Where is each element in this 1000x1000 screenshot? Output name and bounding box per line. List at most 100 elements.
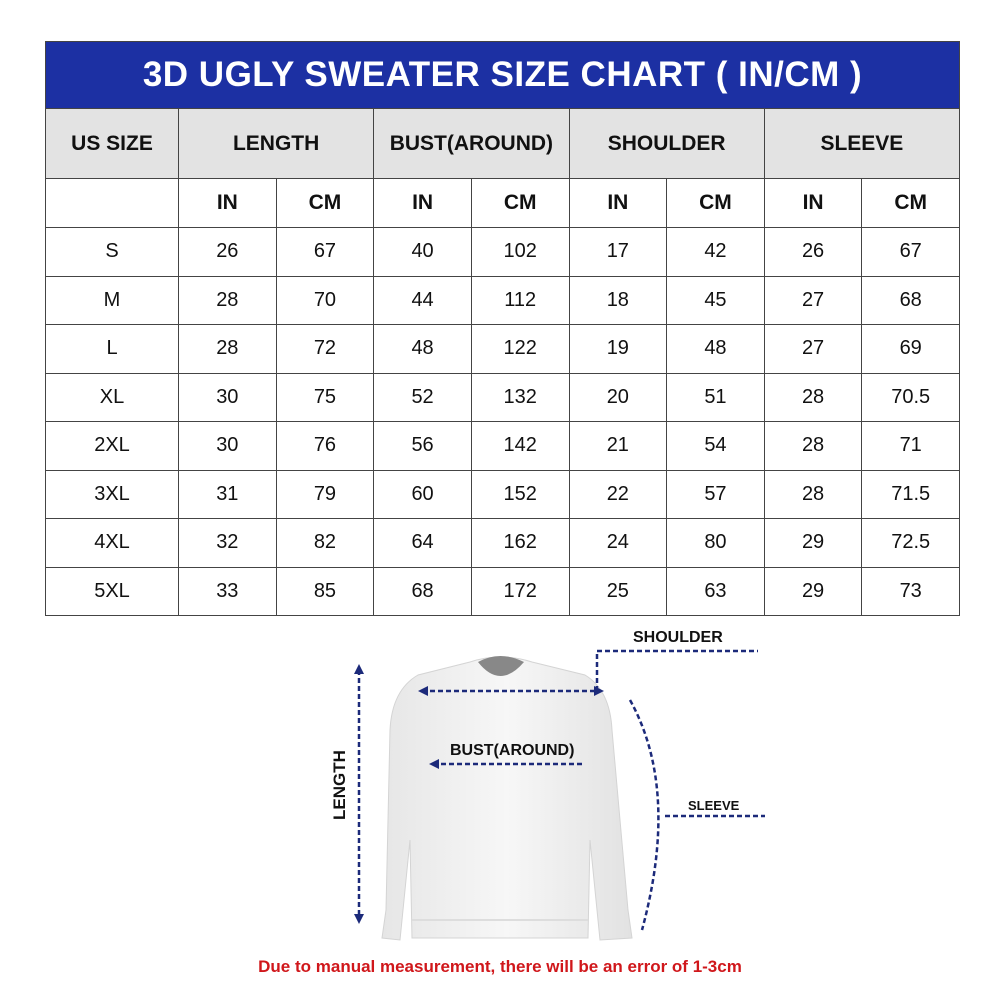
- value-cell: 54: [666, 421, 765, 471]
- value-cell: 68: [373, 566, 472, 616]
- value-cell: 48: [373, 324, 472, 374]
- table-row: XL 30 75 52 132 20 51 28 70.5: [45, 372, 960, 422]
- value-cell: 45: [666, 275, 765, 325]
- size-cell: 3XL: [45, 469, 179, 519]
- unit-cell: CM: [861, 178, 960, 228]
- value-cell: 22: [568, 469, 668, 519]
- size-cell: L: [45, 324, 179, 374]
- value-cell: 40: [373, 227, 472, 277]
- value-cell: 69: [861, 324, 960, 374]
- value-cell: 28: [763, 469, 863, 519]
- size-cell: 5XL: [45, 566, 179, 616]
- value-cell: 24: [568, 518, 668, 568]
- value-cell: 162: [470, 518, 570, 568]
- value-cell: 122: [470, 324, 570, 374]
- table-row: 5XL 33 85 68 172 25 63 29 73: [45, 566, 960, 616]
- value-cell: 76: [275, 421, 375, 471]
- value-cell: 102: [470, 227, 570, 277]
- value-cell: 30: [178, 421, 277, 471]
- shoulder-leader: [595, 649, 758, 691]
- value-cell: 28: [178, 324, 277, 374]
- sleeve-label: SLEEVE: [688, 798, 740, 813]
- value-cell: 57: [666, 469, 765, 519]
- value-cell: 80: [666, 518, 765, 568]
- value-cell: 67: [275, 227, 375, 277]
- value-cell: 79: [275, 469, 375, 519]
- value-cell: 51: [666, 372, 765, 422]
- value-cell: 132: [470, 372, 570, 422]
- value-cell: 27: [763, 275, 863, 325]
- unit-cell: CM: [470, 178, 570, 228]
- value-cell: 56: [373, 421, 472, 471]
- bust-label: BUST(AROUND): [450, 742, 575, 759]
- header-shoulder: SHOULDER: [568, 108, 765, 179]
- header-length: LENGTH: [177, 108, 375, 179]
- size-chart-table: 3D UGLY SWEATER SIZE CHART ( IN/CM ) US …: [45, 41, 961, 616]
- value-cell: 172: [470, 566, 570, 616]
- value-cell: 33: [178, 566, 277, 616]
- value-cell: 63: [666, 566, 765, 616]
- unit-cell: CM: [275, 178, 375, 228]
- sweater-diagram: SHOULDER BUST(AROUND) SLEEVE LENGTH: [0, 620, 1000, 960]
- header-bust: BUST(AROUND): [373, 108, 570, 179]
- unit-empty: [45, 178, 179, 228]
- size-cell: 4XL: [45, 518, 179, 568]
- value-cell: 48: [666, 324, 765, 374]
- value-cell: 44: [373, 275, 472, 325]
- value-cell: 142: [470, 421, 570, 471]
- size-cell: M: [45, 275, 179, 325]
- sweater-illustration: [354, 649, 765, 941]
- value-cell: 21: [568, 421, 668, 471]
- unit-cell: IN: [568, 178, 668, 228]
- value-cell: 25: [568, 566, 668, 616]
- length-label: LENGTH: [330, 750, 349, 820]
- unit-cell: IN: [178, 178, 277, 228]
- header-us-size: US SIZE: [45, 108, 179, 179]
- value-cell: 72.5: [861, 518, 960, 568]
- value-cell: 30: [178, 372, 277, 422]
- value-cell: 60: [373, 469, 472, 519]
- unit-cell: CM: [666, 178, 765, 228]
- table-row: 4XL 32 82 64 162 24 80 29 72.5: [45, 518, 960, 568]
- value-cell: 28: [763, 372, 863, 422]
- value-cell: 20: [568, 372, 668, 422]
- table-row: 2XL 30 76 56 142 21 54 28 71: [45, 421, 960, 471]
- value-cell: 19: [568, 324, 668, 374]
- header-sleeve: SLEEVE: [763, 108, 961, 179]
- value-cell: 71: [861, 421, 960, 471]
- value-cell: 28: [763, 421, 863, 471]
- size-cell: S: [45, 227, 179, 277]
- table-row: S 26 67 40 102 17 42 26 67: [45, 227, 960, 277]
- value-cell: 67: [861, 227, 960, 277]
- table-row: L 28 72 48 122 19 48 27 69: [45, 324, 960, 374]
- chart-title: 3D UGLY SWEATER SIZE CHART ( IN/CM ): [45, 41, 960, 109]
- value-cell: 32: [178, 518, 277, 568]
- table-row: 3XL 31 79 60 152 22 57 28 71.5: [45, 469, 960, 519]
- unit-cell: IN: [763, 178, 863, 228]
- unit-row: IN CM IN CM IN CM IN CM: [45, 178, 960, 228]
- value-cell: 26: [763, 227, 863, 277]
- value-cell: 71.5: [861, 469, 960, 519]
- value-cell: 112: [470, 275, 570, 325]
- value-cell: 31: [178, 469, 277, 519]
- value-cell: 18: [568, 275, 668, 325]
- measurement-note: Due to manual measurement, there will be…: [258, 957, 742, 976]
- value-cell: 68: [861, 275, 960, 325]
- value-cell: 152: [470, 469, 570, 519]
- value-cell: 64: [373, 518, 472, 568]
- value-cell: 28: [178, 275, 277, 325]
- value-cell: 72: [275, 324, 375, 374]
- value-cell: 70: [275, 275, 375, 325]
- value-cell: 26: [178, 227, 277, 277]
- shoulder-label: SHOULDER: [633, 629, 723, 646]
- value-cell: 52: [373, 372, 472, 422]
- value-cell: 75: [275, 372, 375, 422]
- value-cell: 70.5: [861, 372, 960, 422]
- value-cell: 27: [763, 324, 863, 374]
- sweater-shape: [381, 656, 633, 941]
- value-cell: 29: [763, 518, 863, 568]
- unit-cell: IN: [373, 178, 472, 228]
- size-cell: 2XL: [45, 421, 179, 471]
- value-cell: 82: [275, 518, 375, 568]
- size-cell: XL: [45, 372, 179, 422]
